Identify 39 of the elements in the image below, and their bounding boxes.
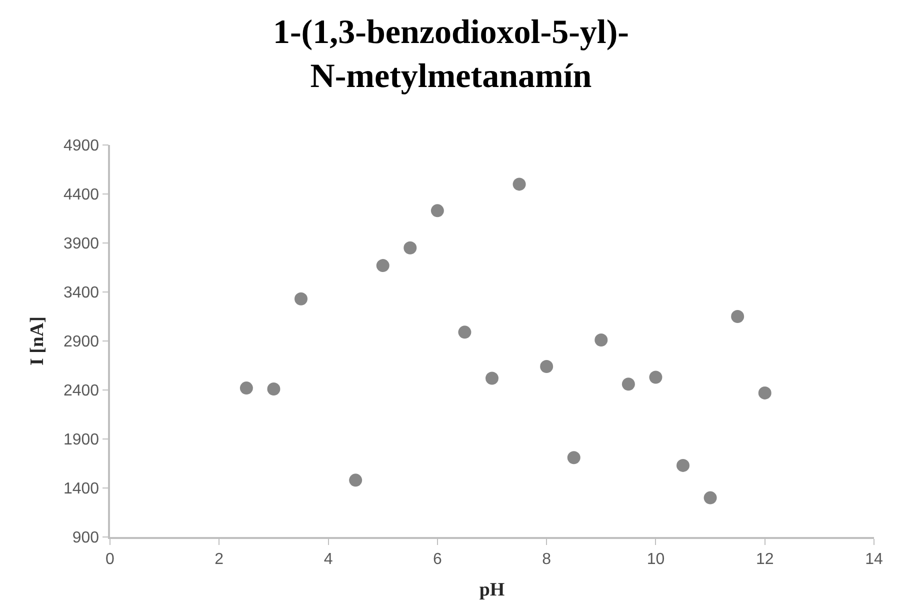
y-tick-label: 3900 — [63, 236, 100, 253]
point — [594, 334, 608, 347]
point — [349, 474, 362, 487]
y-tick-label: 3400 — [63, 284, 100, 302]
point — [649, 370, 662, 384]
x-tick-label: 4 — [324, 550, 333, 568]
point — [240, 382, 253, 395]
point — [267, 382, 280, 396]
y-axis-title: I [nA] — [26, 316, 48, 366]
x-tick-label: 14 — [865, 550, 883, 568]
y-tick-label: 2400 — [63, 382, 100, 400]
x-tick-label: 0 — [106, 550, 115, 568]
point — [486, 372, 498, 385]
point — [731, 310, 744, 323]
point — [458, 326, 472, 339]
x-tick-label: 12 — [756, 550, 774, 568]
y-tick-label: 2900 — [63, 334, 100, 351]
point — [540, 360, 554, 373]
y-tick-label: 900 — [72, 530, 100, 547]
x-tick-label: 2 — [214, 550, 224, 568]
x-tick-label: 8 — [542, 550, 552, 568]
chart-title: 1-(1,3-benzodioxol-5-yl)-N-metylmetanamín — [272, 14, 630, 96]
point — [567, 451, 580, 464]
point — [676, 458, 690, 472]
y-tick-label: 1900 — [63, 432, 100, 449]
y-tick-label: 1400 — [63, 480, 100, 498]
point — [704, 491, 717, 504]
point — [404, 241, 417, 254]
x-tick-label: 6 — [432, 550, 442, 568]
point — [430, 204, 444, 218]
y-tick-label: 4900 — [63, 138, 100, 155]
point — [758, 386, 772, 400]
point — [376, 259, 390, 272]
x-axis-title: pH — [479, 579, 505, 600]
y-tick-label: 4400 — [63, 186, 100, 204]
point — [512, 178, 526, 191]
point — [294, 292, 308, 306]
point — [622, 378, 635, 391]
x-tick-label: 10 — [646, 550, 665, 568]
